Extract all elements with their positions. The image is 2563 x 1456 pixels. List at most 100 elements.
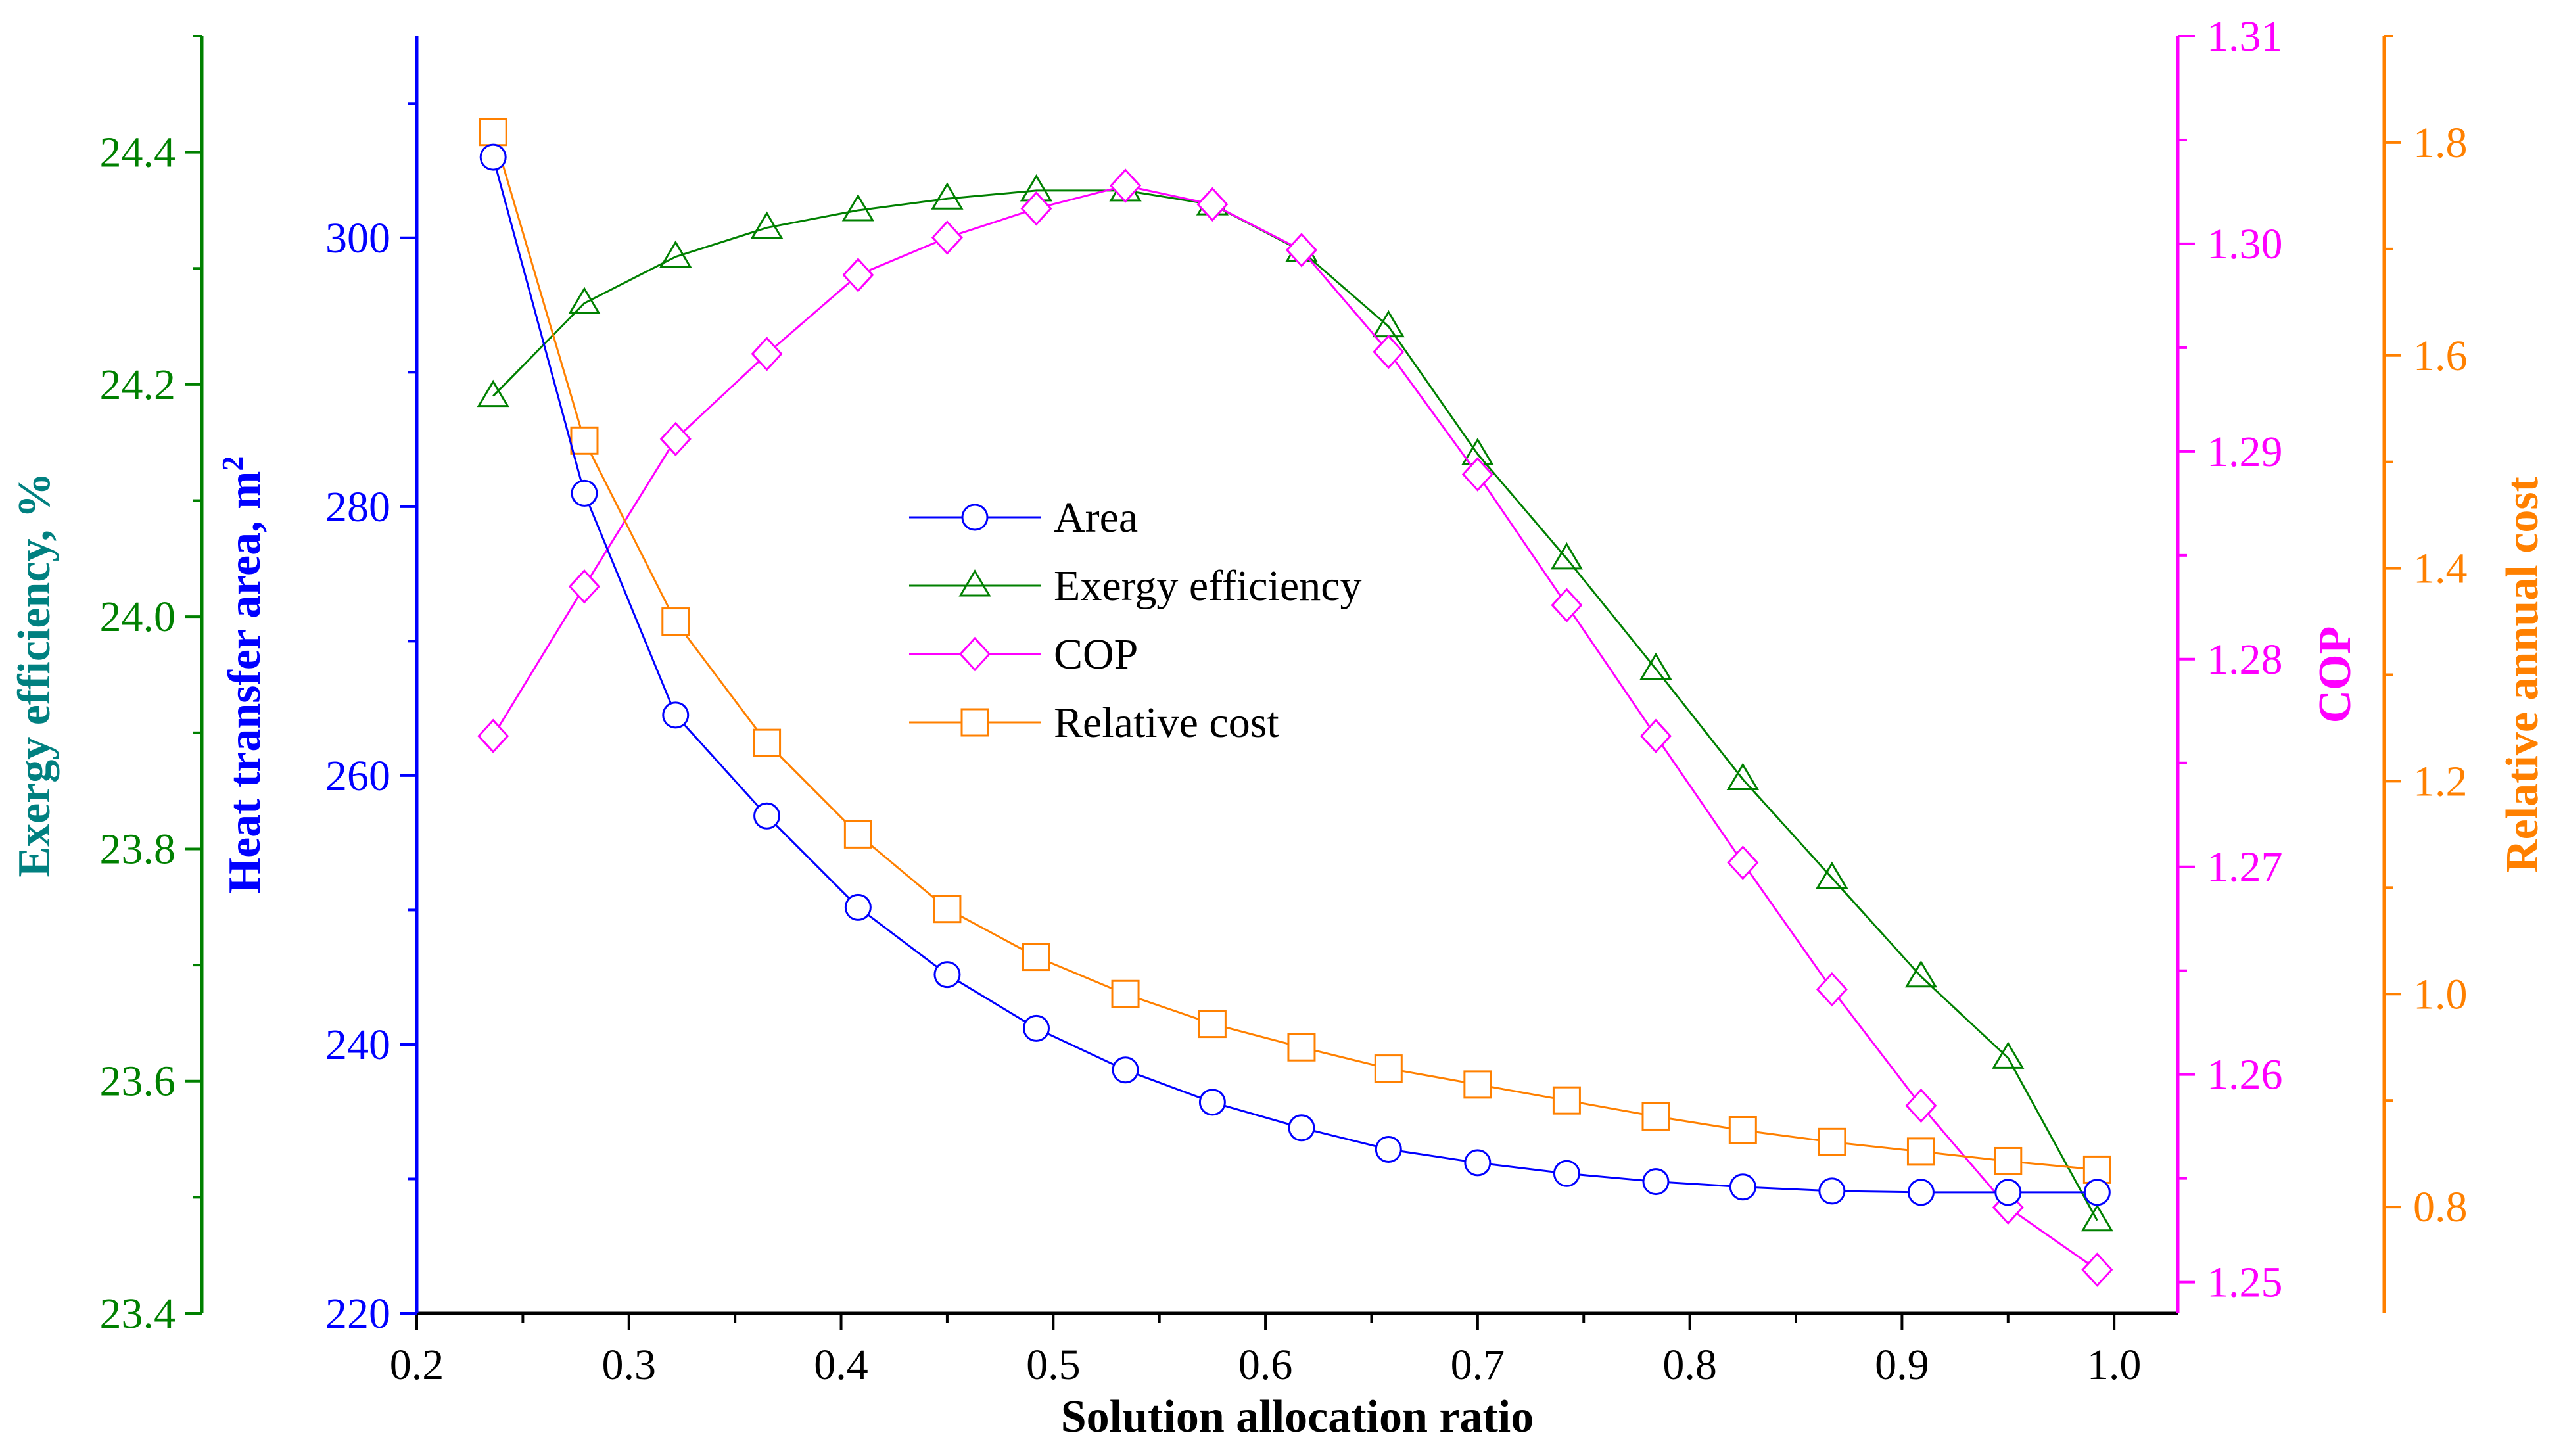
data-point-square [2082,1155,2111,1184]
data-point-triangle [1550,542,1584,570]
cost-tick-label: 1.6 [2413,332,2468,380]
cost-axis-title: Relative annual cost [2497,477,2548,873]
data-point-square [1374,1054,1403,1083]
area-axis-title-superscript: 2 [216,456,249,471]
data-point-circle [1375,1135,1402,1163]
data-point-circle [844,893,872,921]
x-tick-label: 0.8 [1662,1341,1717,1389]
data-point-triangle [1639,652,1672,680]
legend-entry: Area [909,494,1138,542]
data-point-circle [1288,1114,1315,1142]
data-point-circle [1553,1160,1580,1187]
exergy-tick-label: 24.0 [100,593,176,641]
data-point-circle [662,701,690,729]
data-point-diamond [2081,1252,2113,1287]
cop-tick-label: 1.27 [2207,843,2283,891]
series-area [479,143,2111,1206]
cost-tick-label: 1.8 [2413,119,2468,167]
data-point-circle [479,143,507,171]
data-point-diamond [1905,1088,1937,1123]
data-point-square [1463,1070,1492,1099]
data-point-diamond [1816,972,1848,1007]
data-point-circle [933,961,961,989]
legend-entry: Exergy efficiency [909,562,1362,610]
data-point-circle [1464,1149,1492,1177]
data-point-triangle [1904,960,1938,988]
data-point-circle [753,802,781,830]
x-tick-label: 0.6 [1238,1341,1293,1389]
data-point-triangle [931,182,964,210]
series-relative-cost [479,118,2111,1184]
data-point-circle [1729,1173,1756,1201]
cost-tick-label: 0.8 [2413,1183,2468,1231]
data-point-diamond [751,337,783,371]
cost-tick-label: 1.0 [2413,970,2468,1018]
x-tick-label: 0.9 [1875,1341,1929,1389]
data-point-circle [961,504,989,531]
data-point-square [661,607,690,636]
data-point-diamond [1110,168,1142,203]
cop-tick-label: 1.30 [2207,220,2283,268]
data-point-circle [1994,1179,2022,1206]
data-point-circle [2083,1179,2111,1206]
data-point-circle [571,479,598,507]
axes-layer: 0.2 0.3 0.4 0.5 0.6 0.7 0.8 0.9 1.0 Solution allo… [9,12,2548,1442]
legend: Area Exergy efficiency COP Relative cost [909,494,1362,747]
data-point-square [1906,1137,1935,1166]
cost-tick-label: 1.4 [2413,545,2468,593]
data-point-square [753,728,782,757]
exergy-tick-label: 24.2 [100,361,176,409]
data-point-diamond [1196,187,1229,222]
x-axis-title: Solution allocation ratio [1061,1392,1534,1442]
data-point-circle [1198,1089,1226,1116]
data-point-diamond [1020,191,1052,226]
data-point-diamond [842,258,874,293]
data-point-diamond [477,718,509,753]
data-point-diamond [568,569,601,604]
cop-tick-label: 1.25 [2207,1259,2283,1307]
data-point-square [843,820,872,849]
data-point-triangle [2081,1204,2113,1232]
data-point-diamond [659,421,692,457]
data-point-triangle [1992,1041,2025,1069]
data-point-triangle [568,287,601,314]
series-layer [477,118,2113,1287]
cop-tick-label: 1.28 [2207,636,2283,684]
data-point-circle [1642,1168,1670,1196]
x-tick-label: 0.2 [390,1341,444,1389]
x-tick-label: 0.3 [602,1341,657,1389]
data-point-square [1994,1146,2023,1175]
exergy-tick-label: 23.6 [100,1058,176,1106]
data-point-triangle [750,211,784,239]
legend-label: Exergy efficiency [1054,562,1362,610]
exergy-tick-label: 23.4 [100,1290,176,1338]
exergy-axis-title: Exergy efficiency, % [9,472,60,877]
exergy-tick-label: 24.4 [100,129,176,177]
data-point-circle [1022,1014,1050,1042]
area-tick-label: 280 [325,483,390,531]
legend-label: COP [1054,630,1138,678]
x-tick-label: 1.0 [2087,1341,2142,1389]
cop-tick-label: 1.31 [2207,12,2283,60]
data-point-square [1287,1033,1316,1062]
area-tick-label: 260 [325,752,390,800]
area-tick-label: 220 [325,1290,390,1338]
data-point-square [570,426,599,455]
legend-label: Relative cost [1054,699,1279,747]
area-tick-label: 240 [325,1021,390,1069]
data-point-square [1728,1116,1757,1145]
cop-axis-title: COP [2310,626,2361,724]
legend-label: Area [1054,494,1138,542]
data-point-circle [1907,1179,1935,1206]
data-point-triangle [659,240,692,268]
data-point-square [1022,943,1050,972]
x-tick-label: 0.5 [1026,1341,1081,1389]
data-point-triangle [841,194,875,222]
data-point-square [1552,1086,1581,1115]
x-tick-label: 0.7 [1451,1341,1505,1389]
data-point-diamond [1551,588,1583,622]
cop-tick-label: 1.26 [2207,1051,2283,1099]
data-point-triangle [958,569,991,597]
data-point-diamond [1461,457,1493,492]
